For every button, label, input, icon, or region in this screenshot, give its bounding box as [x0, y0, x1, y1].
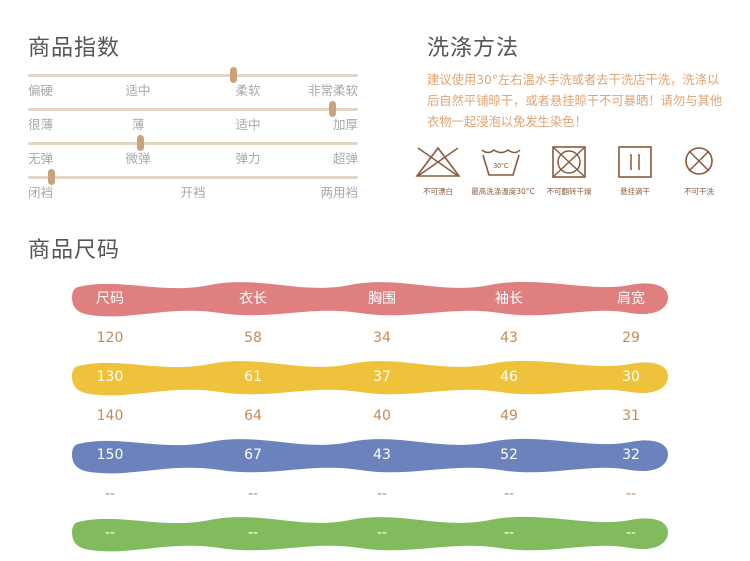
- size-cell: 46: [500, 369, 518, 385]
- size-cell: 120: [96, 330, 124, 346]
- size-cell: --: [625, 486, 637, 502]
- index-label: 适中: [235, 117, 261, 132]
- size-header-cell: 尺码: [96, 291, 124, 307]
- hang-dry-caption: 悬挂滴干: [620, 187, 650, 196]
- size-title: 商品尺码: [28, 238, 121, 263]
- index-slider-knob: [229, 67, 237, 83]
- size-cell: 150: [96, 447, 124, 463]
- wash-30-icon: 30°C: [481, 149, 521, 176]
- index-row: 偏硬 适中 柔软 非常柔软: [28, 67, 358, 101]
- index-track: [28, 74, 358, 77]
- index-label: 偏硬: [28, 83, 54, 98]
- index-label: 超弹: [332, 151, 358, 166]
- size-cell: 31: [622, 408, 640, 424]
- index-slider-knob: [48, 169, 56, 185]
- index-row: 无弹 微弹 弹力 超弹: [28, 135, 358, 169]
- size-cell: 49: [500, 408, 518, 424]
- hang-dry-icon: [618, 146, 652, 178]
- no-dry-clean-caption: 不可干洗: [684, 187, 714, 196]
- svg-text:30°C: 30°C: [493, 162, 509, 170]
- size-row-band: [72, 438, 668, 474]
- size-cell: 40: [373, 408, 391, 424]
- size-cell: --: [625, 525, 637, 541]
- index-row: 闭裆 开裆 两用裆: [28, 169, 358, 203]
- wash-title: 洗涤方法: [427, 36, 520, 61]
- index-label: 闭裆: [28, 185, 54, 200]
- size-cell: 58: [244, 330, 262, 346]
- size-cell: --: [503, 525, 515, 541]
- index-label: 微弹: [125, 151, 151, 166]
- size-row-band: [72, 516, 668, 552]
- index-track: [28, 176, 358, 179]
- size-cell: 64: [244, 408, 262, 424]
- size-header-band: [72, 281, 668, 317]
- index-label: 薄: [131, 117, 145, 132]
- index-title: 商品指数: [28, 36, 121, 61]
- size-row-band: [72, 360, 668, 396]
- index-label: 非常柔软: [307, 83, 358, 98]
- size-header-cell: 衣长: [239, 291, 267, 307]
- size-cell: 130: [96, 369, 124, 385]
- index-label: 加厚: [332, 117, 358, 132]
- size-header-cell: 胸围: [368, 291, 396, 307]
- index-slider-knob: [328, 101, 336, 117]
- no-dry-clean-icon: [685, 147, 713, 175]
- wash-description: 建议使用30°左右温水手洗或者去干洗店干洗，洗涤以后自然平铺晾干，或者悬挂晾干不…: [427, 73, 723, 129]
- index-track: [28, 142, 358, 145]
- index-row: 很薄 薄 适中 加厚: [28, 101, 358, 135]
- index-slider-knob: [137, 135, 145, 151]
- no-bleach-caption: 不可漂白: [423, 187, 453, 196]
- index-label: 适中: [125, 83, 151, 98]
- size-cell: 29: [622, 330, 640, 346]
- size-cell: 140: [96, 408, 124, 424]
- size-cell: --: [376, 525, 388, 541]
- size-cell: 43: [373, 447, 391, 463]
- index-label: 无弹: [28, 151, 54, 166]
- size-cell: 61: [244, 369, 262, 385]
- size-cell: 34: [373, 330, 391, 346]
- size-cell: --: [247, 486, 259, 502]
- size-cell: --: [104, 486, 116, 502]
- size-cell: 52: [500, 447, 518, 463]
- size-header-cell: 肩宽: [617, 291, 645, 307]
- wash-30-caption: 最高洗涤温度30°C: [471, 187, 535, 196]
- size-header-cell: 袖长: [495, 291, 523, 307]
- size-cell: 32: [622, 447, 640, 463]
- size-cell: --: [104, 525, 116, 541]
- size-cell: --: [503, 486, 515, 502]
- no-bleach-icon: [415, 146, 461, 177]
- index-label: 柔软: [235, 83, 261, 98]
- index-label: 开裆: [180, 185, 206, 200]
- index-track: [28, 108, 358, 111]
- no-tumble-dry-caption: 不可翻转干燥: [546, 187, 592, 196]
- index-label: 很薄: [28, 117, 54, 132]
- size-cell: --: [376, 486, 388, 502]
- size-cell: 37: [373, 369, 391, 385]
- no-tumble-dry-icon: [552, 146, 586, 178]
- size-cell: --: [247, 525, 259, 541]
- size-cell: 67: [244, 447, 262, 463]
- size-cell: 43: [500, 330, 518, 346]
- index-label: 弹力: [235, 151, 261, 166]
- size-cell: 30: [622, 369, 640, 385]
- index-label: 两用裆: [320, 185, 358, 200]
